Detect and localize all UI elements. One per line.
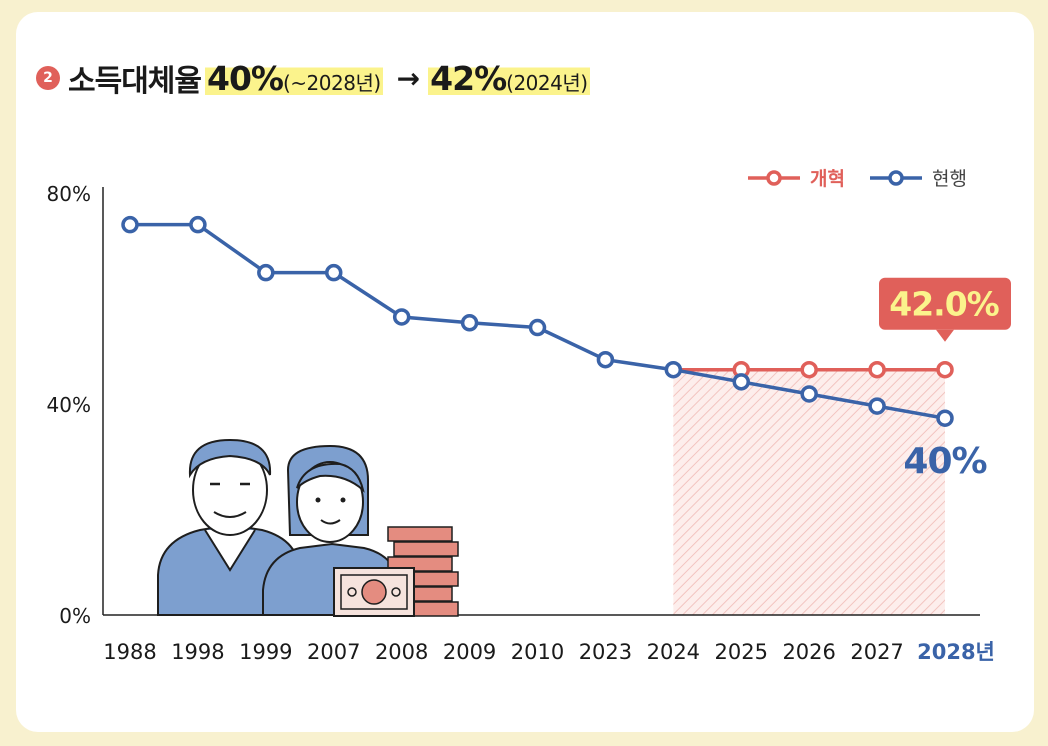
data-point-current <box>121 215 139 234</box>
reform-callout-pointer <box>936 329 954 342</box>
legend-item-reform: 개혁 <box>748 168 845 190</box>
title-value-2: 42% <box>430 58 507 98</box>
title-note-1: (~2028년) <box>283 70 381 95</box>
data-point-current <box>325 263 343 282</box>
x-tick-label: 2026 <box>782 640 835 664</box>
x-tick-label: 2023 <box>579 640 632 664</box>
title-note-2: (2024년) <box>506 70 588 95</box>
data-point-current <box>392 308 411 326</box>
pensioner-illustration <box>157 438 459 617</box>
legend-marker <box>888 170 904 186</box>
projection-shaded-area <box>673 369 945 615</box>
data-point-current <box>528 318 547 337</box>
legend-item-current: 현행 <box>870 168 967 190</box>
data-point-current <box>732 373 750 391</box>
data-point-current <box>460 314 479 332</box>
x-tick-label: 2027 <box>850 640 903 664</box>
y-tick-label: 0% <box>59 604 91 628</box>
data-point-current <box>800 385 818 403</box>
x-tick-label: 2025 <box>715 640 768 664</box>
current-end-label: 40% <box>903 441 986 482</box>
x-tick-label: 2010 <box>511 640 564 664</box>
y-tick-label: 80% <box>47 182 91 206</box>
x-tick-label: 1999 <box>239 640 292 664</box>
data-point-current <box>189 215 207 234</box>
legend-label: 현행 <box>932 168 967 190</box>
legend-marker <box>766 170 782 186</box>
data-point-current <box>936 409 954 427</box>
title-highlight-2: 42%(2024년) <box>428 58 590 98</box>
reform-end-label: 42.0% <box>889 285 999 324</box>
data-point-reform <box>868 360 886 379</box>
y-tick-label: 40% <box>47 393 91 417</box>
title-value-1: 40% <box>207 58 284 98</box>
data-point-current <box>257 263 275 282</box>
legend-label: 개혁 <box>810 168 845 190</box>
data-point-reform <box>800 360 818 379</box>
data-point-current <box>868 397 886 415</box>
x-tick-label: 2009 <box>443 640 496 664</box>
section-number-badge: 2 <box>36 66 60 90</box>
arrow-icon: → <box>396 61 421 95</box>
data-point-reform <box>936 360 954 379</box>
data-point-current <box>664 360 683 379</box>
data-point-current <box>596 350 615 369</box>
x-tick-label: 2007 <box>307 640 360 664</box>
x-tick-label: 1998 <box>171 640 224 664</box>
reform-callout-box <box>879 277 1011 330</box>
x-tick-label: 2008 <box>375 640 428 664</box>
x-tick-label: 2028년 <box>917 640 995 664</box>
x-tick-label: 2024 <box>647 640 700 664</box>
x-tick-label: 1988 <box>103 640 156 664</box>
title-main: 소득대체율 <box>68 64 202 99</box>
page-title: 2 소득대체율 40%(~2028년) → 42%(2024년) <box>36 56 590 100</box>
title-highlight-1: 40%(~2028년) <box>205 58 383 98</box>
